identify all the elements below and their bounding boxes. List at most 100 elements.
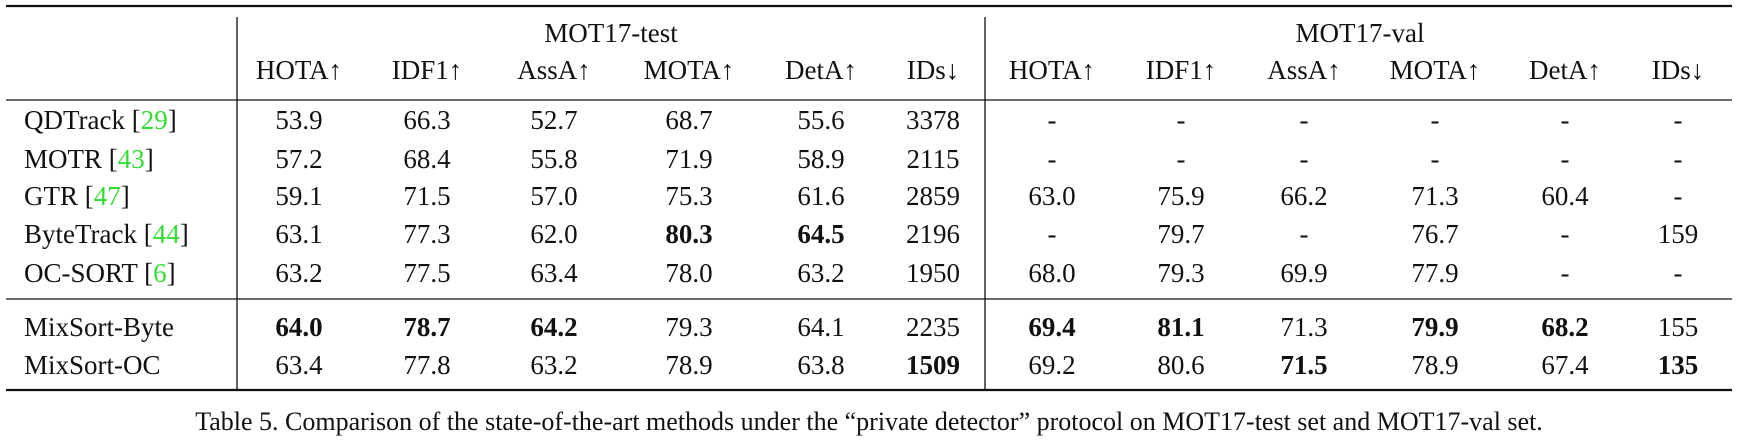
cell: 57.0: [530, 181, 577, 211]
cell: 57.2: [275, 144, 322, 174]
method-text: ByteTrack [: [24, 219, 153, 249]
cell: -: [1561, 219, 1570, 249]
cell: 80.3: [665, 219, 712, 249]
column-header: MOTA↑: [1390, 55, 1481, 85]
cell: 63.4: [275, 350, 323, 380]
cell: 63.4: [530, 258, 578, 288]
method-name: GTR [47]: [24, 181, 130, 211]
column-header: MOTA↑: [644, 55, 735, 85]
cell: -: [1048, 105, 1057, 135]
cell: 75.3: [665, 181, 712, 211]
method-text: MOTR [: [24, 144, 118, 174]
cell: 2196: [906, 219, 960, 249]
cell: -: [1300, 144, 1309, 174]
cell: 159: [1658, 219, 1699, 249]
cell: -: [1561, 258, 1570, 288]
cell: 71.3: [1280, 312, 1327, 342]
cell: 63.2: [275, 258, 322, 288]
column-header: DetA↑: [785, 55, 857, 85]
cell: 1509: [906, 350, 960, 380]
cell: 68.7: [665, 105, 712, 135]
cell: -: [1177, 144, 1186, 174]
cell: 79.3: [665, 312, 712, 342]
citation: 43: [118, 144, 145, 174]
method-text: MixSort-OC: [24, 350, 161, 380]
method-text: ]: [121, 181, 130, 211]
cell: -: [1431, 105, 1440, 135]
citation: 44: [153, 219, 181, 249]
cell: 68.4: [403, 144, 451, 174]
cell: 69.9: [1280, 258, 1327, 288]
column-header: DetA↑: [1529, 55, 1601, 85]
cell: 66.2: [1280, 181, 1327, 211]
group-header: MOT17-test: [544, 18, 678, 48]
column-header: HOTA↑: [1009, 55, 1095, 85]
cell: 59.1: [275, 181, 322, 211]
caption: Table 5. Comparison of the state-of-the-…: [195, 407, 1543, 436]
column-header: IDs↓: [1652, 55, 1705, 85]
cell: 52.7: [530, 105, 577, 135]
cell: 3378: [906, 105, 960, 135]
cell: 69.2: [1028, 350, 1075, 380]
column-header: IDF1↑: [392, 55, 463, 85]
cell: 1950: [906, 258, 960, 288]
cell: 63.1: [275, 219, 322, 249]
method-text: MixSort-Byte: [24, 312, 174, 342]
cell: -: [1674, 144, 1683, 174]
citation: 6: [153, 258, 167, 288]
cell: 79.9: [1411, 312, 1458, 342]
cell: 64.0: [275, 312, 322, 342]
cell: -: [1674, 105, 1683, 135]
method-text: ]: [145, 144, 154, 174]
cell: 63.8: [797, 350, 844, 380]
method-text: QDTrack [: [24, 105, 141, 135]
cell: 63.2: [797, 258, 844, 288]
method-name: QDTrack [29]: [24, 105, 177, 135]
column-header: AssA↑: [1267, 55, 1341, 85]
cell: 78.9: [1411, 350, 1458, 380]
cell: 55.8: [530, 144, 577, 174]
cell: 2235: [906, 312, 960, 342]
cell: 155: [1658, 312, 1699, 342]
method-name: ByteTrack [44]: [24, 219, 189, 249]
cell: 63.0: [1028, 181, 1075, 211]
cell: 77.3: [403, 219, 450, 249]
method-text: ]: [167, 258, 176, 288]
column-header: IDF1↑: [1146, 55, 1217, 85]
cell: -: [1561, 105, 1570, 135]
method-name: MixSort-OC: [24, 350, 161, 380]
method-name: MixSort-Byte: [24, 312, 174, 342]
cell: 68.2: [1541, 312, 1588, 342]
group-header: MOT17-val: [1296, 18, 1425, 48]
cell: 79.3: [1157, 258, 1204, 288]
cell: -: [1674, 181, 1683, 211]
cell: 78.7: [403, 312, 450, 342]
cell: -: [1177, 105, 1186, 135]
cell: 78.0: [665, 258, 712, 288]
method-text: OC-SORT [: [24, 258, 153, 288]
cell: 2859: [906, 181, 960, 211]
cell: 71.9: [665, 144, 712, 174]
cell: 61.6: [797, 181, 844, 211]
cell: 62.0: [530, 219, 577, 249]
column-header: IDs↓: [907, 55, 960, 85]
cell: 69.4: [1028, 312, 1075, 342]
column-header: AssA↑: [517, 55, 591, 85]
cell: 2115: [907, 144, 960, 174]
cell: 60.4: [1541, 181, 1589, 211]
cell: 77.5: [403, 258, 450, 288]
cell: 71.3: [1411, 181, 1458, 211]
cell: 71.5: [403, 181, 450, 211]
cell: -: [1674, 258, 1683, 288]
cell: 63.2: [530, 350, 577, 380]
cell: -: [1300, 219, 1309, 249]
cell: 58.9: [797, 144, 844, 174]
cell: -: [1431, 144, 1440, 174]
cell: 135: [1658, 350, 1699, 380]
cell: 64.2: [530, 312, 577, 342]
cell: 55.6: [797, 105, 844, 135]
method-name: MOTR [43]: [24, 144, 154, 174]
citation: 47: [94, 181, 121, 211]
